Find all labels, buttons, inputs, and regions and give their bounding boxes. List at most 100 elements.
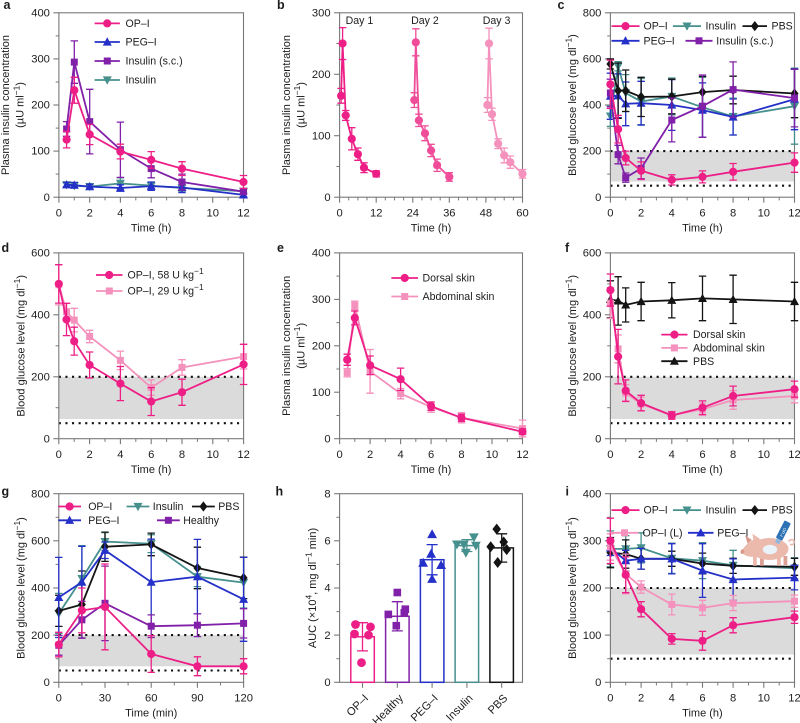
svg-text:600: 600 [583, 54, 602, 66]
svg-text:i: i [566, 485, 569, 499]
svg-text:Insulin (s.c.): Insulin (s.c.) [716, 35, 773, 47]
svg-text:100: 100 [31, 146, 50, 158]
svg-text:Insulin: Insulin [126, 75, 157, 87]
svg-text:800: 800 [31, 488, 50, 500]
svg-text:PEG–I: PEG–I [126, 37, 157, 49]
svg-text:Blood glucose level (mg dl−1): Blood glucose level (mg dl−1) [12, 517, 27, 659]
svg-text:e: e [277, 241, 284, 255]
svg-text:2: 2 [638, 208, 644, 220]
svg-text:PEG–I: PEG–I [644, 35, 675, 47]
svg-text:Time (h): Time (h) [411, 222, 452, 234]
svg-text:4: 4 [117, 208, 123, 220]
svg-text:0: 0 [607, 693, 613, 705]
svg-text:OP–I: OP–I [644, 21, 668, 33]
svg-text:800: 800 [583, 7, 602, 19]
svg-text:OP–I: OP–I [779, 527, 788, 538]
svg-text:400: 400 [583, 488, 602, 500]
svg-text:400: 400 [583, 309, 602, 321]
svg-text:0: 0 [607, 208, 613, 220]
svg-text:Blood glucose level (mg dl−1): Blood glucose level (mg dl−1) [564, 275, 579, 417]
svg-text:60: 60 [145, 693, 157, 705]
svg-text:200: 200 [312, 69, 331, 81]
svg-text:c: c [558, 0, 565, 12]
svg-text:200: 200 [583, 371, 602, 383]
svg-text:Insulin: Insulin [706, 505, 737, 517]
svg-text:0: 0 [336, 208, 342, 220]
svg-text:0: 0 [324, 192, 330, 204]
svg-text:6: 6 [324, 535, 330, 547]
svg-text:300: 300 [312, 7, 331, 19]
svg-text:10: 10 [206, 208, 218, 220]
svg-text:10: 10 [207, 449, 219, 461]
svg-text:4: 4 [669, 449, 675, 461]
svg-text:0: 0 [595, 677, 601, 689]
svg-text:300: 300 [312, 294, 331, 306]
svg-text:600: 600 [31, 535, 50, 547]
svg-text:g: g [2, 485, 10, 499]
svg-text:Time (h): Time (h) [682, 464, 723, 476]
svg-text:Insulin: Insulin [153, 501, 184, 513]
svg-text:600: 600 [583, 248, 602, 260]
svg-text:600: 600 [31, 248, 50, 260]
svg-text:0: 0 [56, 208, 62, 220]
svg-text:12: 12 [788, 449, 800, 461]
svg-text:30: 30 [99, 693, 111, 705]
svg-text:12: 12 [788, 693, 800, 705]
svg-text:0: 0 [56, 693, 62, 705]
svg-text:4: 4 [324, 583, 330, 595]
svg-text:12: 12 [516, 449, 528, 461]
svg-text:OP–I, 29 U kg−1: OP–I, 29 U kg−1 [128, 282, 204, 297]
svg-text:PEG–I: PEG–I [717, 527, 748, 539]
svg-text:Plasma insulin concentration: Plasma insulin concentration [0, 35, 12, 175]
svg-text:Blood glucose level (mg dl−1): Blood glucose level (mg dl−1) [12, 275, 27, 417]
svg-text:90: 90 [191, 693, 203, 705]
svg-text:Insulin: Insulin [706, 21, 737, 33]
svg-text:Time (min): Time (min) [125, 708, 177, 720]
svg-text:Time (h): Time (h) [682, 222, 723, 234]
svg-text:PBS: PBS [218, 501, 239, 513]
svg-text:6: 6 [699, 449, 705, 461]
svg-text:OP–I: OP–I [644, 505, 668, 517]
svg-text:60: 60 [516, 208, 528, 220]
svg-text:8: 8 [458, 449, 464, 461]
svg-text:100: 100 [583, 630, 602, 642]
svg-text:200: 200 [31, 371, 50, 383]
svg-text:200: 200 [312, 340, 331, 352]
svg-text:200: 200 [583, 583, 602, 595]
svg-text:4: 4 [397, 449, 403, 461]
svg-text:100: 100 [312, 387, 331, 399]
svg-text:0: 0 [595, 433, 601, 445]
svg-text:12: 12 [370, 208, 382, 220]
svg-text:PBS: PBS [693, 356, 714, 368]
svg-text:6: 6 [699, 693, 705, 705]
svg-text:Day 3: Day 3 [483, 15, 511, 27]
svg-text:10: 10 [758, 208, 770, 220]
svg-text:0: 0 [336, 449, 342, 461]
svg-text:400: 400 [31, 309, 50, 321]
svg-text:400: 400 [583, 100, 602, 112]
svg-text:400: 400 [31, 583, 50, 595]
svg-text:2: 2 [86, 449, 92, 461]
svg-text:b: b [277, 0, 285, 12]
svg-text:200: 200 [31, 630, 50, 642]
svg-text:12: 12 [788, 208, 800, 220]
svg-text:Blood glucose level (mg dl−1): Blood glucose level (mg dl−1) [564, 517, 579, 659]
svg-text:Day 1: Day 1 [346, 15, 374, 27]
svg-text:4: 4 [669, 693, 675, 705]
svg-text:Abdominal skin: Abdominal skin [423, 291, 495, 303]
svg-text:2: 2 [324, 630, 330, 642]
svg-text:PBS: PBS [772, 505, 793, 517]
svg-text:0: 0 [44, 192, 50, 204]
svg-text:Abdominal skin: Abdominal skin [693, 343, 765, 355]
svg-text:2: 2 [638, 693, 644, 705]
svg-text:f: f [565, 241, 570, 255]
svg-text:300: 300 [31, 54, 50, 66]
svg-text:Plasma insulin concentration: Plasma insulin concentration [281, 35, 293, 175]
svg-text:Insulin (s.c.): Insulin (s.c.) [126, 56, 183, 68]
svg-text:OP–I: OP–I [126, 18, 150, 30]
svg-text:0: 0 [56, 449, 62, 461]
svg-text:24: 24 [407, 208, 419, 220]
svg-text:300: 300 [583, 535, 602, 547]
svg-text:Plasma insulin concentration: Plasma insulin concentration [281, 276, 293, 416]
svg-text:8: 8 [179, 449, 185, 461]
